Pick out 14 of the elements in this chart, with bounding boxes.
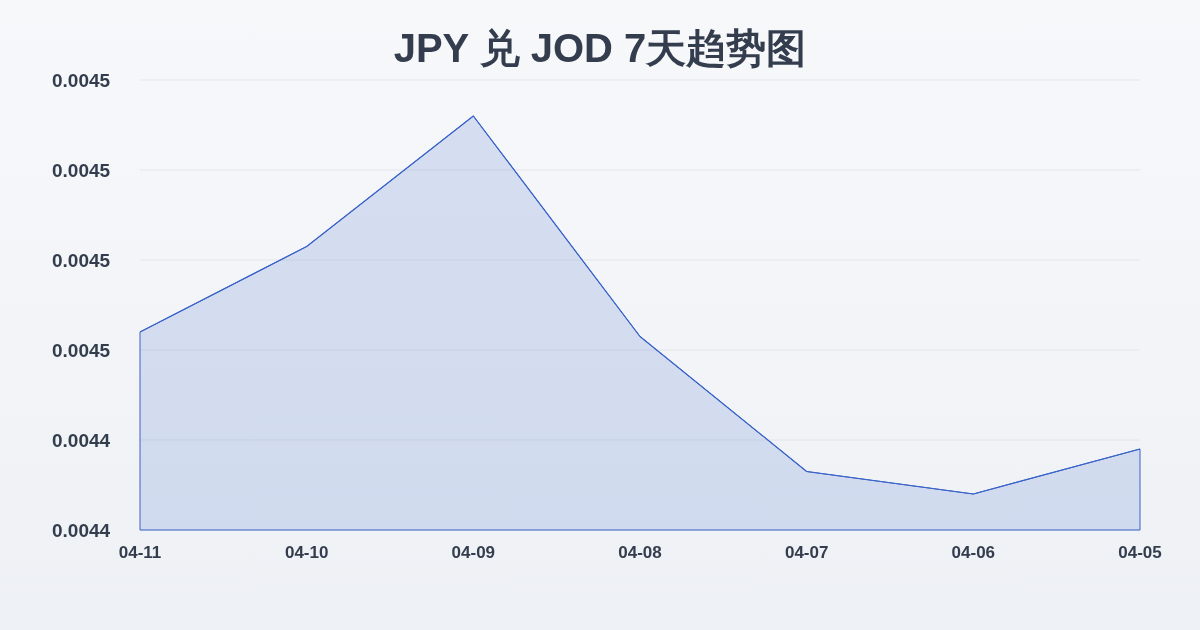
y-tick-label: 0.0044 [52, 520, 111, 541]
x-tick-label: 04-08 [618, 543, 662, 562]
y-tick-label: 0.0045 [52, 250, 111, 271]
x-tick-label: 04-06 [951, 543, 996, 562]
x-tick-label: 04-07 [784, 543, 829, 562]
y-tick-label: 0.0045 [52, 160, 111, 181]
y-tick-label: 0.0044 [52, 430, 111, 451]
y-tick-label: 0.0045 [52, 70, 111, 91]
y-tick-label: 0.0045 [52, 340, 111, 361]
x-tick-label: 04-11 [118, 543, 162, 562]
chart-title: JPY 兑 JOD 7天趋势图 [393, 26, 807, 70]
x-tick-label: 04-05 [1118, 543, 1162, 562]
x-tick-label: 04-10 [284, 543, 329, 562]
x-tick-label: 04-09 [451, 543, 496, 562]
